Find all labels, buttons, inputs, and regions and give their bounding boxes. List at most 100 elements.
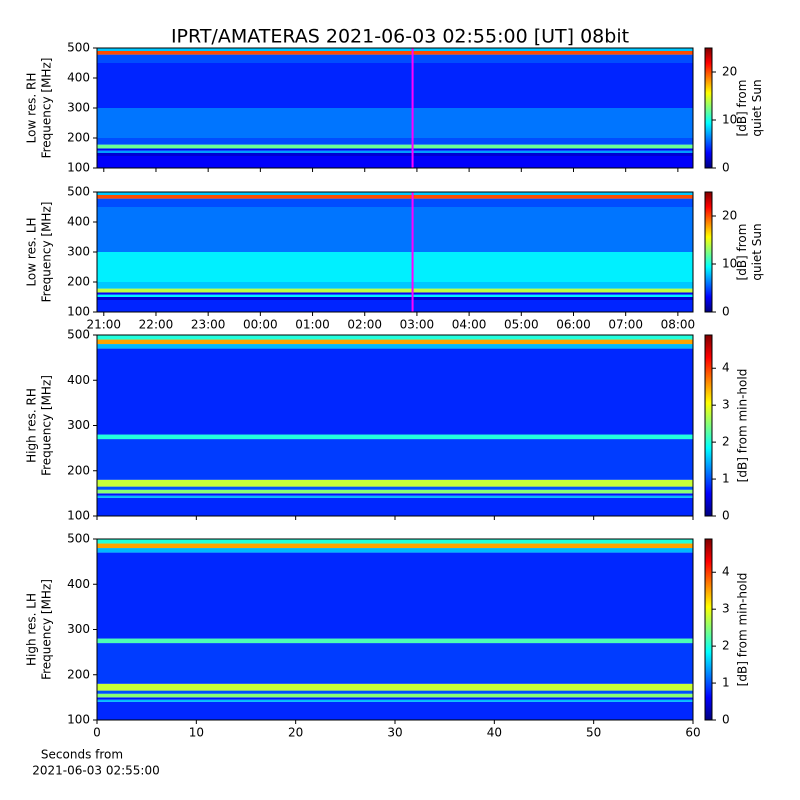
heatmap-cell (97, 493, 693, 496)
x-tick-label: 22:00 (139, 318, 174, 332)
heatmap-cell (97, 697, 693, 700)
heatmap-cell (97, 288, 693, 293)
x-tick-label: 40 (487, 726, 502, 740)
colorbar-tick-label: 2 (722, 639, 730, 653)
heatmap-cell (97, 148, 693, 151)
colorbar-tick-label: 3 (722, 602, 730, 616)
heatmap-cell (97, 297, 693, 300)
colorbar (704, 191, 713, 313)
colorbar (704, 334, 713, 517)
heatmap-cell (97, 282, 693, 289)
y-tick-label: 300 (67, 622, 90, 636)
y-tick-label: 300 (67, 101, 90, 115)
x-tick-label: 23:00 (191, 318, 226, 332)
x-tick-label: 50 (586, 726, 601, 740)
heatmap-cell (97, 153, 693, 156)
colorbar-tick-label: 0 (722, 305, 730, 319)
heatmap-cell (97, 638, 693, 644)
x-tick-label: 05:00 (504, 318, 539, 332)
x-tick-label: 03:00 (400, 318, 435, 332)
y-tick-label: 500 (67, 185, 90, 199)
y-tick-label: 400 (67, 577, 90, 591)
heatmap-cell (97, 348, 693, 435)
heatmap-cell (97, 701, 693, 720)
heatmap-cell (97, 699, 693, 702)
heatmap-cell (97, 292, 693, 295)
colorbar-label: [dB] from min-hold (736, 369, 750, 483)
y-tick-label: 200 (67, 131, 90, 145)
colorbar-tick-label: 10 (722, 113, 737, 127)
heatmap-cell (97, 434, 693, 440)
heatmap-cell (97, 300, 693, 312)
y-tick-label: 100 (67, 161, 90, 175)
heatmap-cell (97, 643, 693, 684)
heatmap-cell (97, 192, 693, 195)
y-axis-label: High res. RH (25, 388, 39, 463)
heatmap-cell (97, 144, 693, 149)
colorbar-tick-label: 0 (722, 713, 730, 727)
y-tick-label: 400 (67, 373, 90, 387)
x-tick-label: 10 (189, 726, 204, 740)
y-axis-label: Frequency [MHz] (40, 58, 54, 159)
x-tick-label: 02:00 (347, 318, 382, 332)
y-tick-label: 500 (67, 328, 90, 342)
x-tick-label: 00:00 (243, 318, 278, 332)
colorbar-tick-label: 0 (722, 509, 730, 523)
y-axis-label: High res. LH (25, 593, 39, 666)
heatmap-cell (97, 48, 693, 51)
heatmap-cell (97, 543, 693, 549)
colorbar-label: [dB] from (735, 224, 749, 281)
heatmap-cell (97, 690, 693, 694)
chart-title: IPRT/AMATERAS 2021-06-03 02:55:00 [UT] 0… (171, 26, 629, 48)
heatmap-cell (97, 539, 693, 544)
colorbar-tick-label: 4 (722, 361, 730, 375)
y-tick-label: 500 (67, 41, 90, 55)
colorbar-label: [dB] from (735, 80, 749, 137)
colorbar-label: quiet Sun (750, 223, 764, 280)
x-axis-label: Seconds from (41, 748, 123, 762)
y-axis-label: Low res. RH (25, 73, 39, 144)
colorbar-label: quiet Sun (750, 79, 764, 136)
heatmap-cell (97, 156, 693, 168)
y-tick-label: 200 (67, 275, 90, 289)
colorbar (704, 538, 713, 721)
y-tick-label: 100 (67, 305, 90, 319)
heatmap-cell (97, 207, 693, 252)
colorbar-tick-label: 1 (722, 676, 730, 690)
colorbar-tick-label: 20 (722, 65, 737, 79)
y-axis-label: Frequency [MHz] (40, 202, 54, 303)
heatmap-cell (97, 486, 693, 490)
x-tick-label: 21:00 (86, 318, 121, 332)
colorbar-label: [dB] from min-hold (736, 573, 750, 687)
heatmap-cell (97, 150, 693, 153)
colorbar-tick-label: 4 (722, 565, 730, 579)
x-tick-label: 60 (685, 726, 700, 740)
y-axis-label: Low res. LH (25, 217, 39, 286)
x-tick-label: 06:00 (556, 318, 591, 332)
x-tick-label: 08:00 (661, 318, 696, 332)
heatmap-cell (97, 138, 693, 145)
colorbar (704, 47, 713, 169)
x-tick-label: 30 (387, 726, 402, 740)
colorbar-tick-label: 2 (722, 435, 730, 449)
heatmap-cell (97, 439, 693, 480)
heatmap-cell (97, 335, 693, 340)
heatmap-cell (97, 495, 693, 498)
heatmap-cell (97, 344, 693, 349)
y-tick-label: 500 (67, 532, 90, 546)
y-tick-label: 100 (67, 509, 90, 523)
colorbar-tick-label: 3 (722, 398, 730, 412)
heatmap-cell (97, 552, 693, 639)
y-tick-label: 200 (67, 463, 90, 477)
x-tick-label: 07:00 (608, 318, 643, 332)
heatmap-cell (97, 693, 693, 698)
x-tick-label: 01:00 (295, 318, 330, 332)
heatmap-cell (97, 195, 693, 199)
y-axis-label: Frequency [MHz] (40, 375, 54, 476)
x-tick-label: 0 (93, 726, 101, 740)
heatmap-cell (97, 548, 693, 553)
y-tick-label: 200 (67, 667, 90, 681)
heatmap-cell (97, 489, 693, 494)
heatmap-cell (97, 683, 693, 691)
